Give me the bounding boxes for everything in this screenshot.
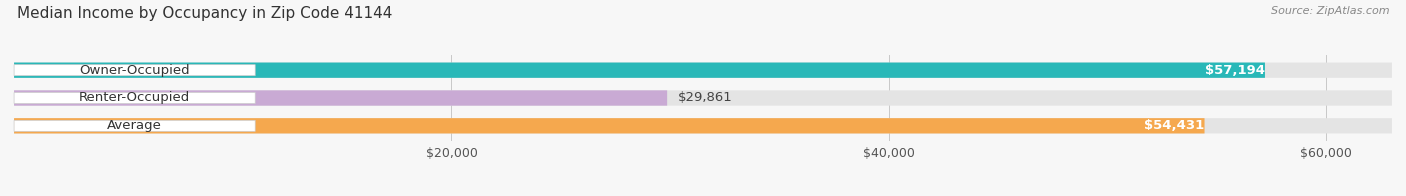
Text: Owner-Occupied: Owner-Occupied [79, 64, 190, 77]
Text: Average: Average [107, 119, 162, 132]
Text: Renter-Occupied: Renter-Occupied [79, 92, 190, 104]
Text: Source: ZipAtlas.com: Source: ZipAtlas.com [1271, 6, 1389, 16]
FancyBboxPatch shape [14, 65, 256, 76]
FancyBboxPatch shape [14, 120, 256, 131]
Text: $54,431: $54,431 [1144, 119, 1205, 132]
FancyBboxPatch shape [14, 63, 1392, 78]
FancyBboxPatch shape [14, 118, 1392, 133]
FancyBboxPatch shape [14, 90, 1392, 106]
Text: $57,194: $57,194 [1205, 64, 1265, 77]
FancyBboxPatch shape [14, 63, 1265, 78]
FancyBboxPatch shape [14, 90, 668, 106]
Text: Median Income by Occupancy in Zip Code 41144: Median Income by Occupancy in Zip Code 4… [17, 6, 392, 21]
FancyBboxPatch shape [14, 118, 1205, 133]
FancyBboxPatch shape [14, 93, 256, 103]
Text: $29,861: $29,861 [678, 92, 733, 104]
